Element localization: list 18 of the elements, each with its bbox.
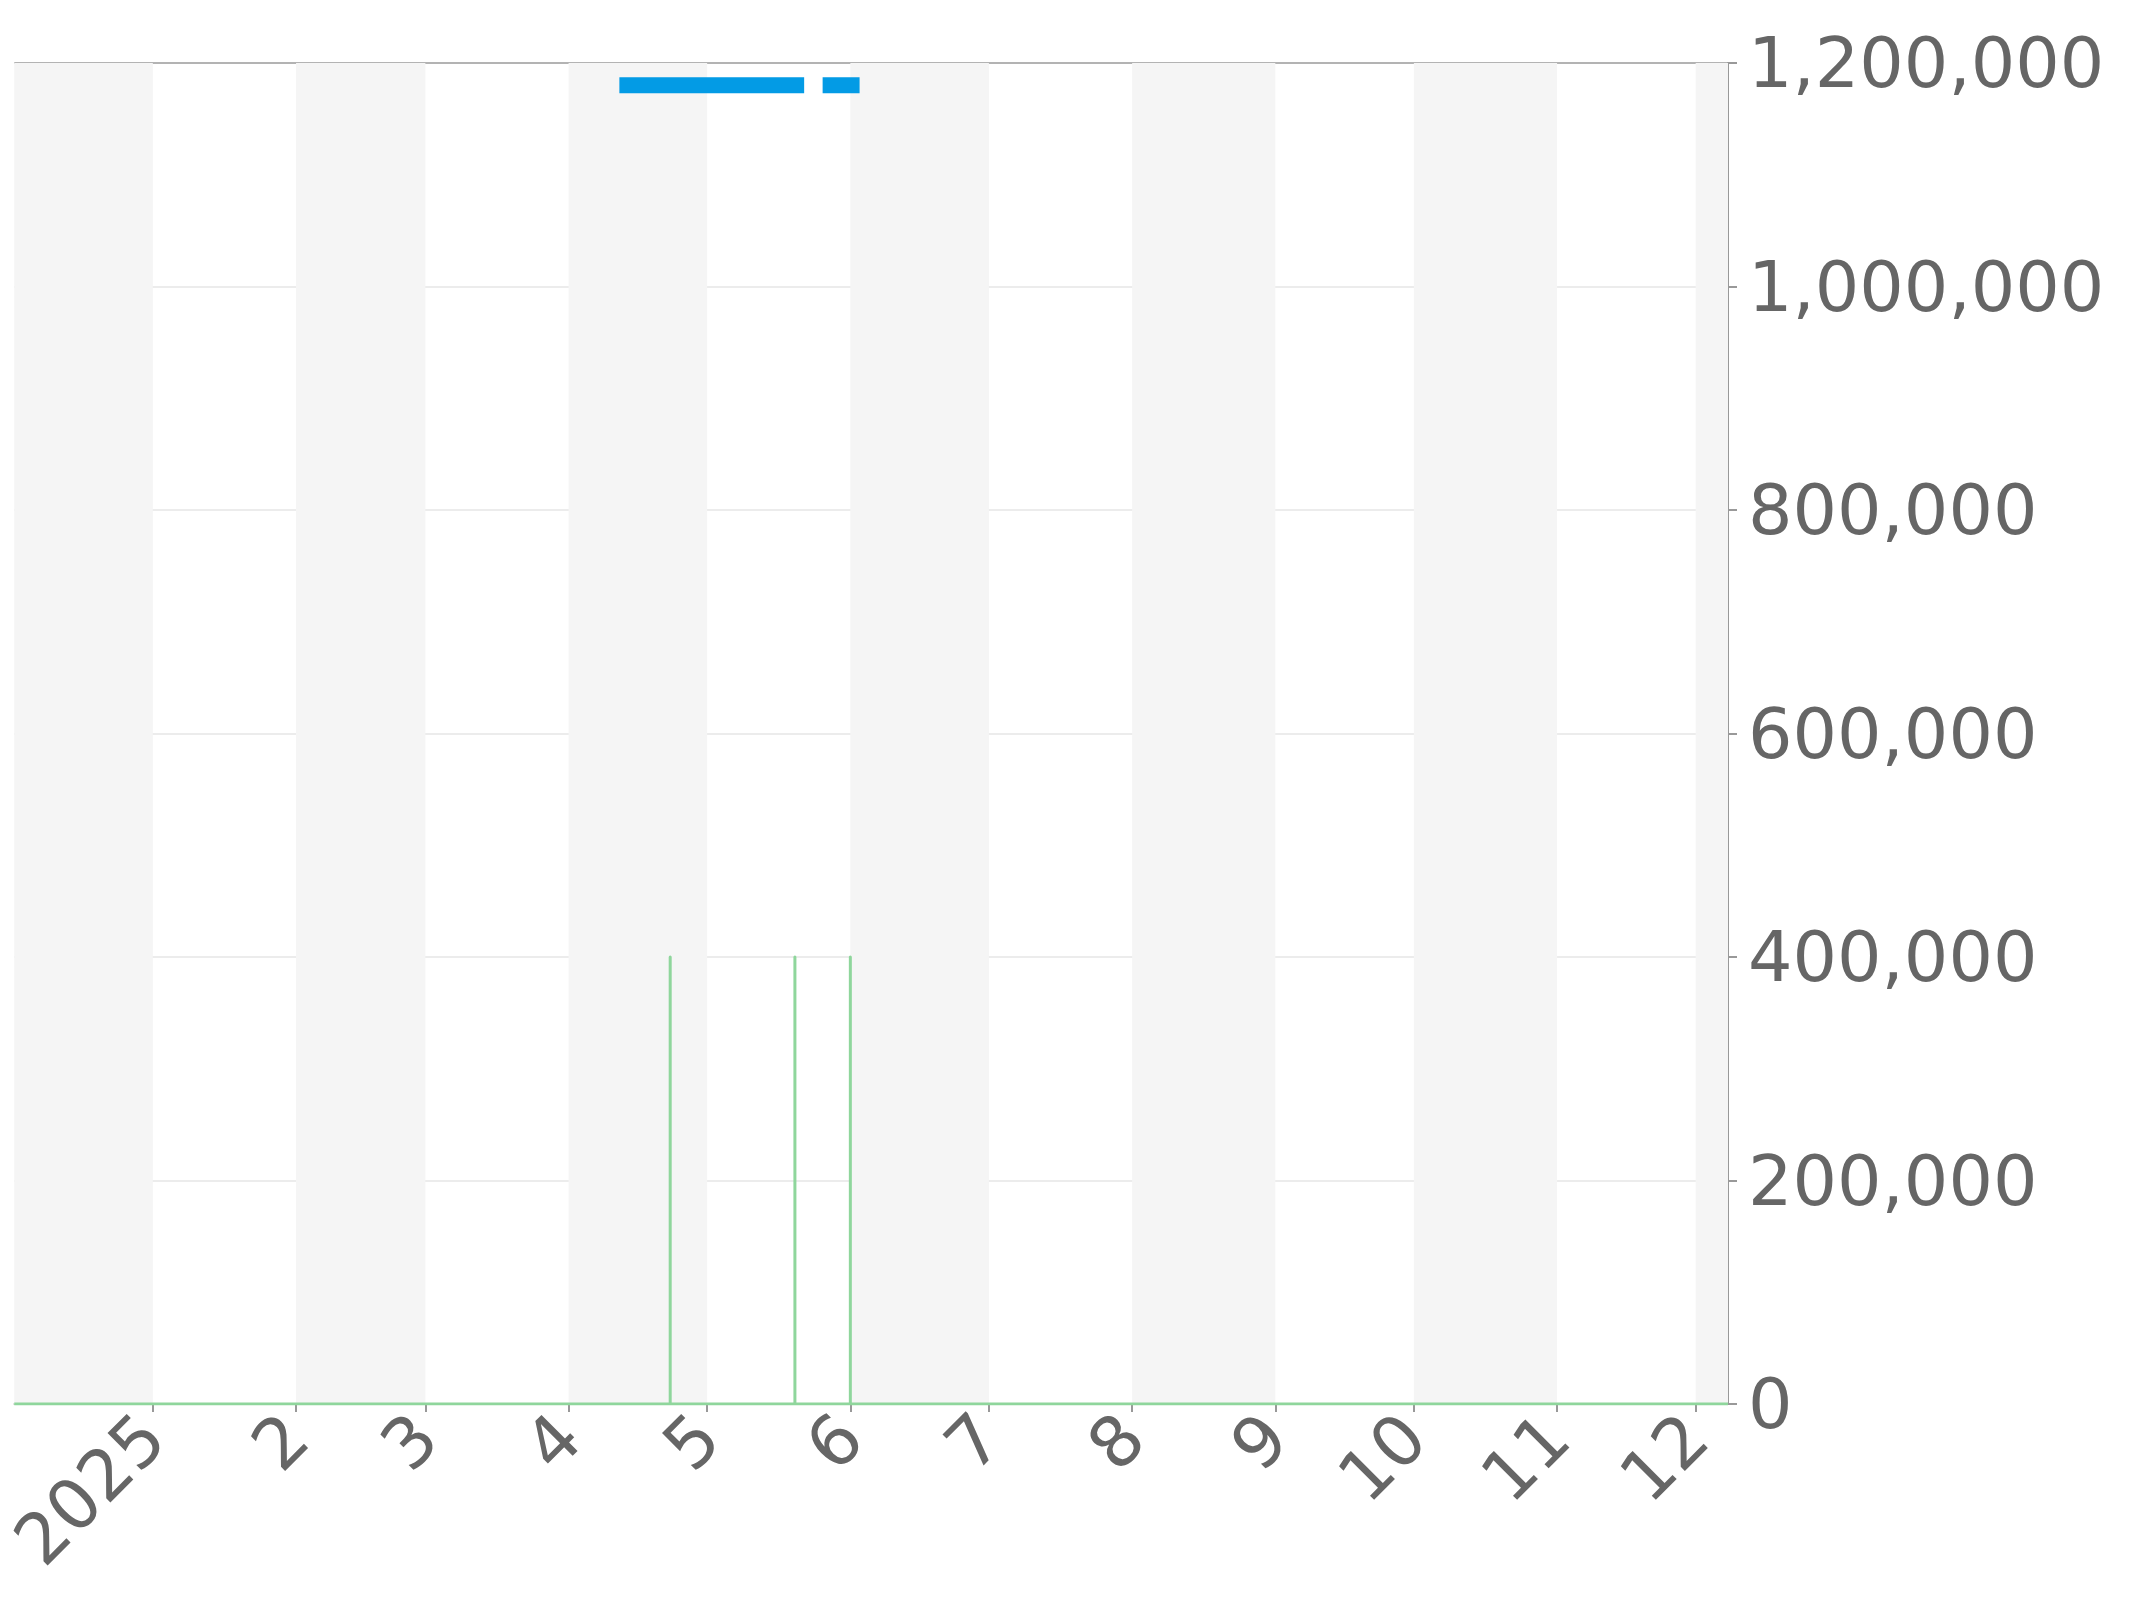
x-tick-label: 2 bbox=[235, 1397, 326, 1487]
x-tick-label: 9 bbox=[1214, 1397, 1305, 1487]
x-tick-label: 10 bbox=[1321, 1397, 1443, 1518]
x-tick-label: 5 bbox=[646, 1397, 737, 1487]
x-tick-label: 12 bbox=[1603, 1397, 1725, 1518]
x-tick-label: 11 bbox=[1465, 1397, 1587, 1518]
y-tick-label: 0 bbox=[1748, 1363, 1793, 1445]
x-tick-label: 4 bbox=[508, 1397, 598, 1487]
x-tick-label: 3 bbox=[364, 1397, 455, 1487]
y-tick-label: 1,000,000 bbox=[1748, 245, 2105, 328]
y-tick-label: 800,000 bbox=[1748, 469, 2038, 551]
x-tick-label: 6 bbox=[789, 1397, 880, 1487]
y-tick-label: 400,000 bbox=[1748, 916, 2038, 998]
x-tick-label: 8 bbox=[1071, 1397, 1162, 1487]
y-tick-label: 1,200,000 bbox=[1748, 22, 2105, 104]
y-tick-label: 200,000 bbox=[1748, 1139, 2038, 1222]
x-tick-label: 7 bbox=[928, 1397, 1018, 1487]
y-tick-label: 600,000 bbox=[1748, 692, 2038, 775]
